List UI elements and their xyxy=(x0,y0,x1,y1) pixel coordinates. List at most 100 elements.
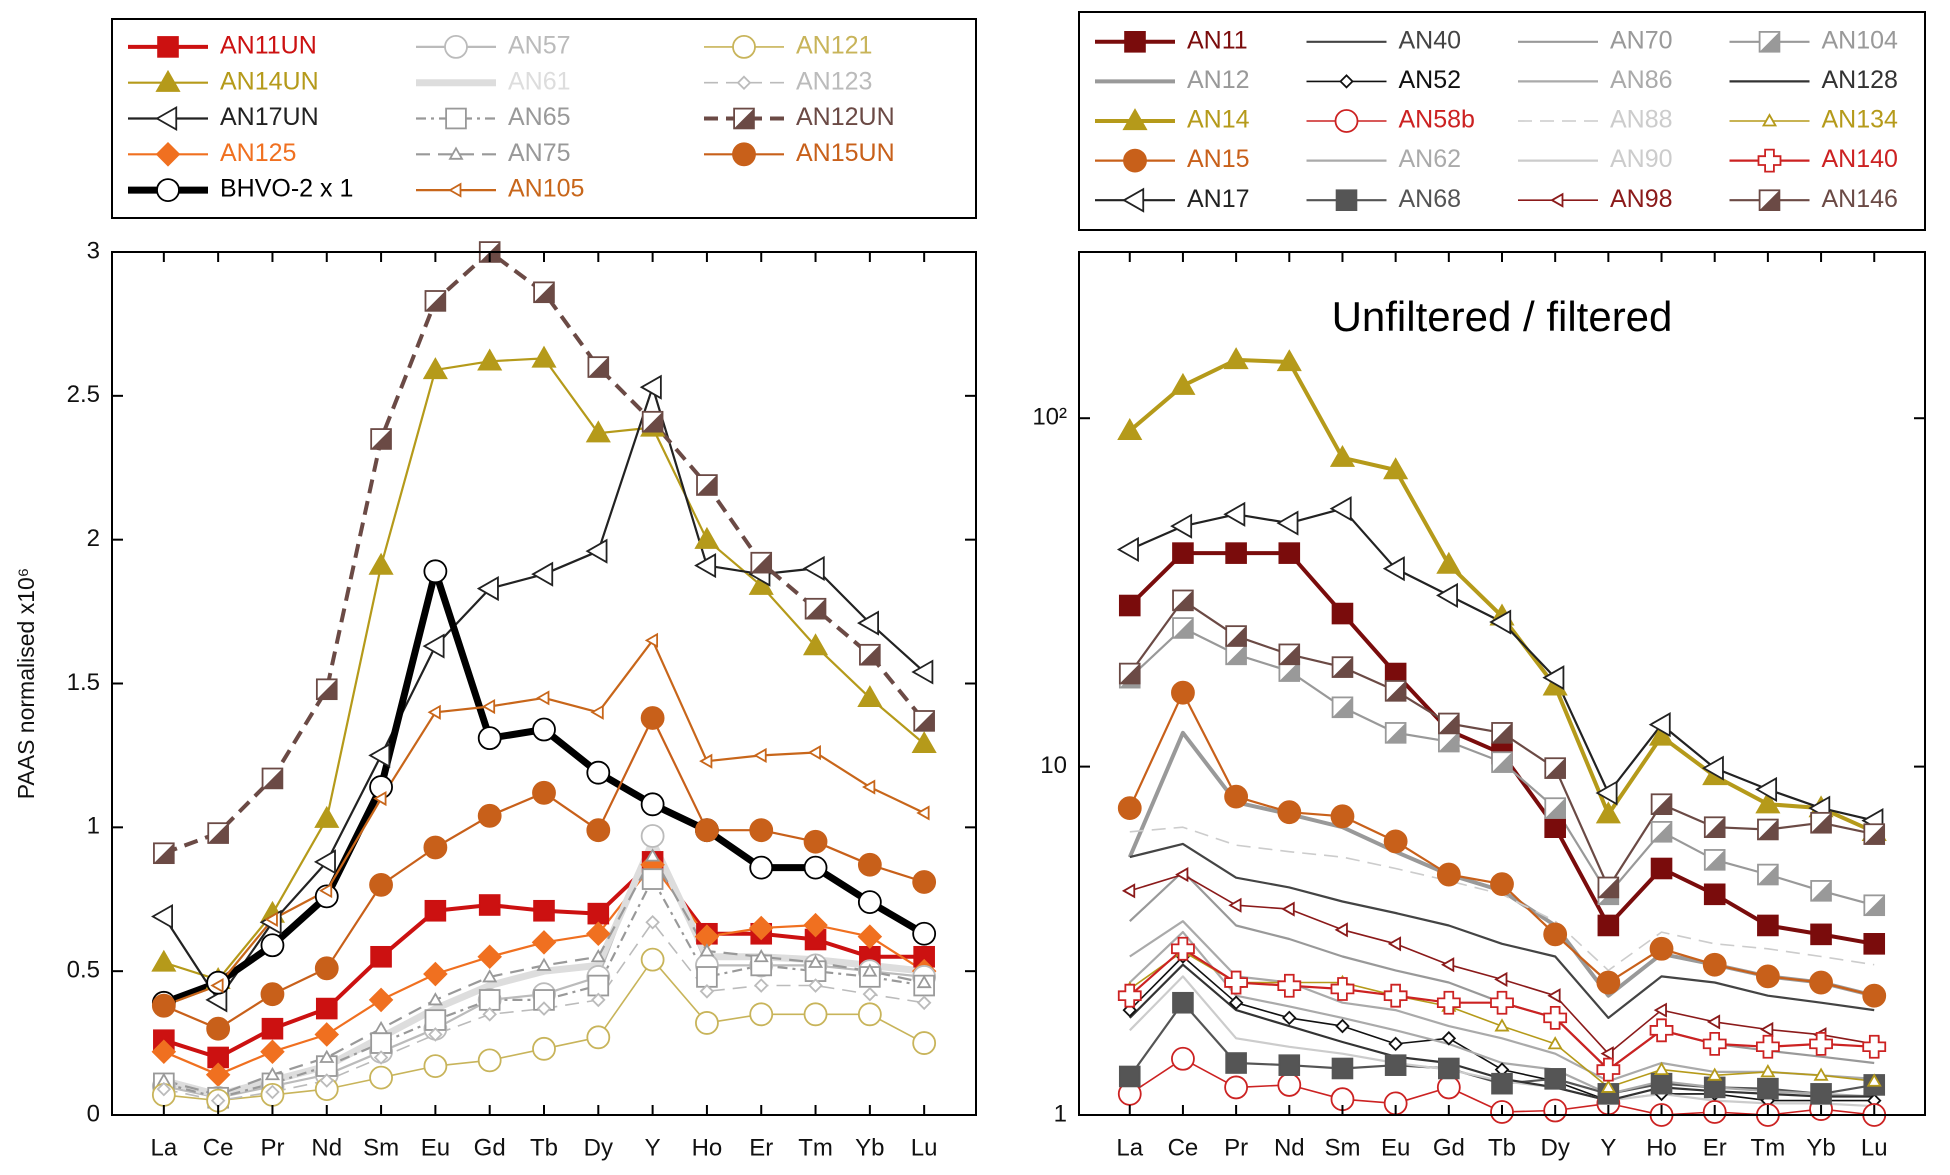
marker xyxy=(1489,609,1512,635)
marker xyxy=(802,555,825,581)
marker xyxy=(1175,866,1189,883)
legend-item: AN123 xyxy=(704,67,872,95)
marker xyxy=(587,902,610,925)
marker xyxy=(749,818,774,843)
marker-shape xyxy=(862,986,878,1002)
legend-label: AN121 xyxy=(796,32,872,60)
marker-shape xyxy=(155,69,181,92)
marker xyxy=(1331,696,1354,719)
marker-shape xyxy=(1117,418,1143,440)
y-tick-label: 1 xyxy=(1054,1100,1067,1127)
marker-shape xyxy=(423,1054,448,1078)
x-tick-label: Y xyxy=(645,1134,661,1161)
marker xyxy=(207,822,229,844)
marker xyxy=(153,842,175,865)
legend-label: AN15UN xyxy=(796,139,895,167)
marker-shape xyxy=(1278,1054,1301,1076)
marker-half xyxy=(371,429,391,449)
marker xyxy=(1329,444,1356,467)
marker-shape xyxy=(1277,973,1302,998)
marker-shape xyxy=(532,1036,556,1061)
marker xyxy=(639,374,662,400)
marker-shape xyxy=(590,948,606,963)
marker xyxy=(1702,952,1727,977)
marker-half xyxy=(534,282,554,303)
marker-shape xyxy=(1384,1054,1407,1076)
marker-half xyxy=(425,291,446,311)
marker-shape xyxy=(1810,1083,1832,1105)
marker xyxy=(1810,1083,1832,1105)
marker-shape xyxy=(424,1009,447,1031)
series-line xyxy=(1129,842,1875,1019)
marker xyxy=(1117,418,1143,440)
marker xyxy=(318,883,333,899)
marker xyxy=(373,1050,389,1065)
marker-half xyxy=(734,108,754,129)
marker xyxy=(1384,722,1407,744)
marker-shape xyxy=(151,903,173,930)
marker-shape xyxy=(1278,542,1301,564)
marker xyxy=(1653,1002,1667,1018)
marker xyxy=(862,986,878,1002)
marker xyxy=(1866,1073,1882,1087)
marker xyxy=(1436,1075,1461,1100)
marker xyxy=(478,989,501,1011)
marker-shape xyxy=(531,930,557,955)
marker xyxy=(736,75,752,90)
marker xyxy=(424,1009,447,1031)
x-tick-label: Pr xyxy=(260,1134,284,1161)
marker-shape xyxy=(803,855,828,880)
marker xyxy=(1278,660,1301,682)
marker-shape xyxy=(532,717,556,742)
marker-shape xyxy=(1339,74,1354,89)
marker xyxy=(368,742,391,768)
legend-item: AN121 xyxy=(704,32,872,60)
marker xyxy=(1438,730,1460,753)
marker xyxy=(1277,800,1302,825)
marker-shape xyxy=(155,142,181,167)
marker xyxy=(1600,1079,1616,1093)
marker xyxy=(422,633,445,659)
marker xyxy=(753,978,769,993)
marker-shape xyxy=(1123,148,1147,173)
marker xyxy=(423,1054,448,1078)
marker-shape xyxy=(313,849,336,875)
marker xyxy=(694,553,717,579)
marker xyxy=(319,1073,335,1088)
marker-shape xyxy=(155,105,178,132)
marker xyxy=(748,915,774,941)
marker xyxy=(1383,983,1408,1008)
marker-shape xyxy=(536,1001,552,1016)
marker-shape xyxy=(1757,914,1779,937)
marker-shape xyxy=(369,1065,393,1090)
marker xyxy=(694,526,720,549)
marker xyxy=(370,428,392,450)
legend-label: AN134 xyxy=(1822,106,1899,134)
marker-shape xyxy=(1707,1067,1723,1081)
marker-half xyxy=(1279,644,1300,665)
marker xyxy=(476,576,499,602)
marker xyxy=(585,538,608,564)
marker-half xyxy=(1759,190,1780,211)
marker-shape xyxy=(1122,187,1145,213)
legend-item: AN12 xyxy=(1095,66,1250,94)
marker-shape xyxy=(591,992,606,1008)
marker-shape xyxy=(1542,665,1565,691)
marker xyxy=(1547,988,1561,1004)
x-tick-label: Dy xyxy=(584,1134,613,1161)
marker xyxy=(448,182,462,198)
marker xyxy=(586,760,611,785)
marker-shape xyxy=(1277,1073,1302,1097)
marker xyxy=(315,997,338,1020)
marker xyxy=(482,1007,497,1022)
x-tick-label: Pr xyxy=(1224,1134,1248,1161)
marker xyxy=(913,710,935,732)
marker-shape xyxy=(373,1050,389,1065)
marker-shape xyxy=(423,961,448,987)
marker-shape xyxy=(1649,1018,1674,1043)
marker-half xyxy=(1438,713,1459,734)
marker xyxy=(428,1027,443,1042)
marker xyxy=(1490,872,1514,897)
marker xyxy=(1703,849,1726,871)
